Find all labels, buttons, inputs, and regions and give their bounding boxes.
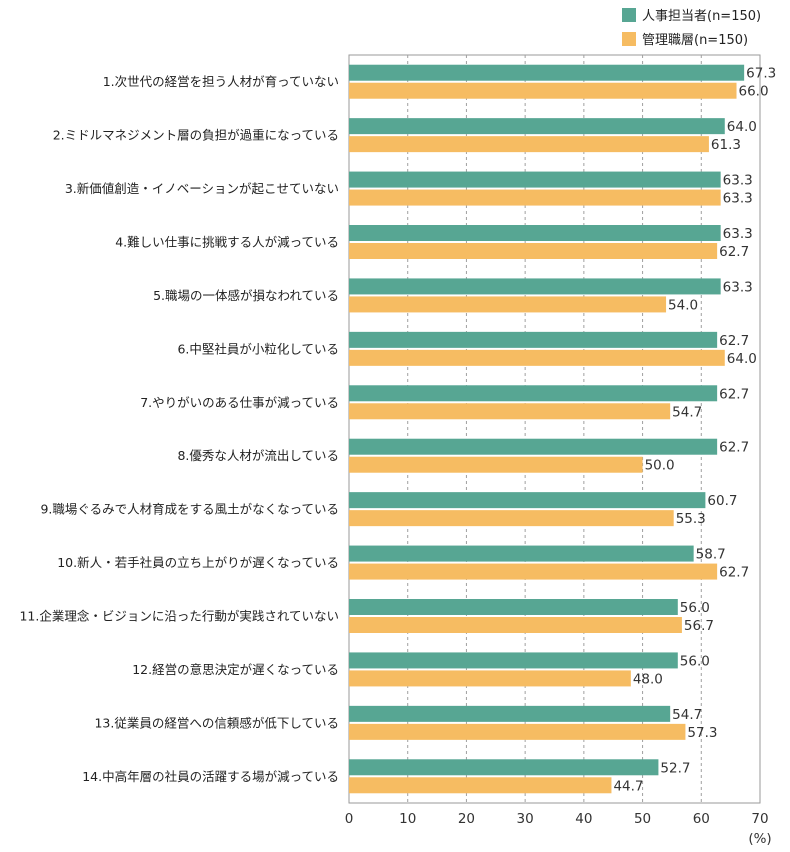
value-label: 54.0 bbox=[668, 297, 698, 313]
category-label: 4.難しい仕事に挑戦する人が減っている bbox=[115, 235, 339, 250]
x-tick-label-40: 40 bbox=[575, 811, 592, 827]
bar-manager-2 bbox=[349, 136, 709, 153]
x-tick-label-30: 30 bbox=[517, 811, 534, 827]
unit-label: (%) bbox=[748, 831, 771, 847]
value-label: 54.7 bbox=[672, 707, 702, 723]
bar-hr-12 bbox=[349, 652, 678, 669]
value-label: 63.3 bbox=[723, 279, 753, 295]
value-label: 63.3 bbox=[723, 226, 753, 242]
value-label: 67.3 bbox=[746, 66, 776, 82]
bar-hr-7 bbox=[349, 385, 718, 402]
category-label: 1.次世代の経営を担う人材が育っていない bbox=[103, 74, 339, 89]
bar-hr-5 bbox=[349, 278, 721, 295]
x-tick-label-50: 50 bbox=[634, 811, 651, 827]
bars bbox=[349, 64, 745, 794]
value-label: 66.0 bbox=[739, 84, 769, 100]
value-label: 56.0 bbox=[680, 600, 710, 616]
category-label: 12.経営の意思決定が遅くなっている bbox=[132, 662, 339, 677]
value-label: 56.0 bbox=[680, 653, 710, 669]
x-tick-label-20: 20 bbox=[458, 811, 475, 827]
legend-label-1: 人事担当者(n=150) bbox=[642, 9, 761, 24]
category-label: 10.新人・若手社員の立ち上がりが遅くなっている bbox=[57, 555, 339, 570]
legend-swatch-1 bbox=[622, 8, 636, 22]
x-tick-label-10: 10 bbox=[399, 811, 416, 827]
bar-manager-13 bbox=[349, 723, 686, 740]
legend-label-2: 管理職層(n=150) bbox=[642, 33, 748, 48]
bar-hr-11 bbox=[349, 599, 678, 615]
value-label: 64.0 bbox=[727, 351, 757, 367]
bar-manager-3 bbox=[349, 189, 721, 206]
bar-manager-9 bbox=[349, 510, 674, 527]
value-label: 54.7 bbox=[672, 404, 702, 420]
value-label: 62.7 bbox=[719, 333, 749, 349]
bar-manager-1 bbox=[349, 82, 737, 99]
bar-hr-10 bbox=[349, 545, 694, 562]
value-label: 44.7 bbox=[613, 778, 643, 794]
bar-manager-6 bbox=[349, 349, 725, 366]
value-label: 61.3 bbox=[711, 137, 741, 153]
value-label: 62.7 bbox=[719, 440, 749, 456]
value-label: 62.7 bbox=[719, 386, 749, 402]
value-label: 60.7 bbox=[707, 493, 737, 509]
bar-manager-7 bbox=[349, 403, 671, 420]
bar-hr-1 bbox=[349, 64, 745, 81]
value-label: 48.0 bbox=[633, 671, 663, 687]
x-tick-label-0: 0 bbox=[345, 811, 354, 827]
category-label: 11.企業理念・ビジョンに沿った行動が実践されていない bbox=[19, 609, 339, 624]
x-tick-label-70: 70 bbox=[751, 811, 768, 827]
value-labels: 67.3 66.0 64.0 61.3 63.3 63.3 63.3 62.7 63.3 54.0… bbox=[613, 66, 776, 795]
category-label: 2.ミドルマネジメント層の負担が過重になっている bbox=[53, 128, 339, 143]
legend: 人事担当者(n=150) 管理職層(n=150) bbox=[622, 8, 761, 48]
category-label: 6.中堅社員が小粒化している bbox=[177, 341, 339, 356]
value-label: 50.0 bbox=[645, 458, 675, 474]
x-tick-label-60: 60 bbox=[693, 811, 710, 827]
value-label: 57.3 bbox=[687, 725, 717, 741]
category-label: 7.やりがいのある仕事が減っている bbox=[140, 395, 339, 410]
value-label: 62.7 bbox=[719, 244, 749, 260]
bar-manager-11 bbox=[349, 617, 682, 633]
bar-hr-4 bbox=[349, 225, 721, 241]
category-label: 3.新価値創造・イノベーションが起こせていない bbox=[65, 181, 339, 196]
value-label: 64.0 bbox=[727, 119, 757, 135]
value-label: 56.7 bbox=[684, 618, 714, 634]
bar-hr-8 bbox=[349, 438, 718, 455]
x-axis: 0 10 20 30 40 50 60 70 (%) bbox=[345, 811, 772, 847]
value-label: 63.3 bbox=[723, 173, 753, 189]
value-label: 58.7 bbox=[696, 547, 726, 563]
value-label: 62.7 bbox=[719, 565, 749, 581]
bar-hr-3 bbox=[349, 171, 721, 188]
bar-manager-12 bbox=[349, 670, 631, 687]
plot-frame bbox=[348, 54, 761, 804]
bar-hr-9 bbox=[349, 492, 706, 509]
bar-manager-8 bbox=[349, 456, 643, 473]
bar-hr-6 bbox=[349, 331, 718, 348]
legend-swatch-2 bbox=[622, 32, 636, 46]
bar-hr-2 bbox=[349, 118, 725, 135]
value-label: 63.3 bbox=[723, 191, 753, 207]
value-label: 52.7 bbox=[660, 760, 690, 776]
category-label: 9.職場ぐるみで人材育成をする風土がなくなっている bbox=[40, 502, 339, 517]
grid bbox=[348, 54, 761, 804]
category-label: 13.従業員の経営への信頼感が低下している bbox=[94, 715, 339, 730]
category-labels: 1.次世代の経営を担う人材が育っていない 2.ミドルマネジメント層の負担が過重にな… bbox=[19, 74, 339, 784]
bar-hr-13 bbox=[349, 705, 671, 722]
bar-manager-14 bbox=[349, 777, 612, 794]
value-label: 55.3 bbox=[676, 511, 706, 527]
bar-manager-4 bbox=[349, 243, 718, 259]
category-label: 8.優秀な人材が流出している bbox=[177, 448, 339, 463]
bar-manager-10 bbox=[349, 563, 718, 580]
category-label: 14.中高年層の社員の活躍する場が減っている bbox=[82, 769, 339, 784]
bar-hr-14 bbox=[349, 759, 659, 776]
category-label: 5.職場の一体感が損なわれている bbox=[153, 288, 339, 303]
bar-manager-5 bbox=[349, 296, 667, 313]
